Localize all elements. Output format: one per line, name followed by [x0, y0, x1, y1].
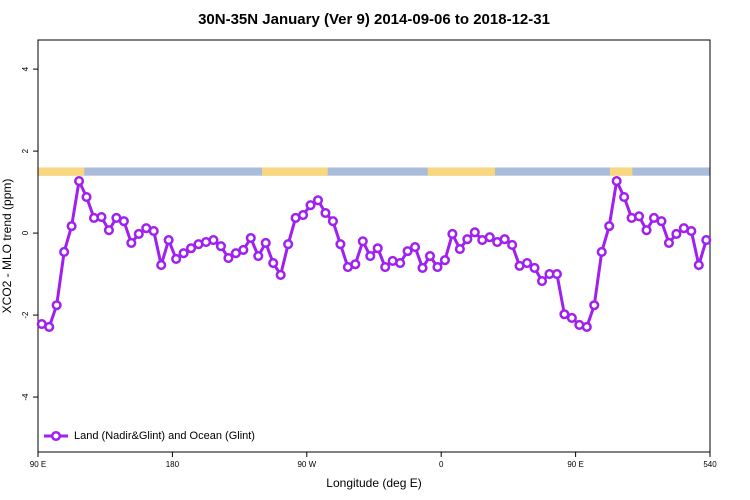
- data-point: [663, 237, 674, 248]
- y-tick-label: 4: [21, 66, 30, 71]
- data-point: [447, 228, 458, 239]
- data-point: [686, 225, 697, 237]
- data-point: [81, 191, 92, 203]
- data-point: [44, 321, 55, 333]
- data-point: [432, 262, 443, 273]
- data-point: [424, 250, 436, 262]
- ocean-band: [38, 167, 710, 176]
- data-point: [148, 225, 159, 237]
- x-axis-label: Longitude (deg E): [326, 476, 421, 490]
- data-point: [402, 246, 413, 257]
- data-point: [529, 262, 540, 273]
- data-point: [671, 228, 682, 239]
- data-point: [499, 234, 510, 245]
- land-band: [609, 167, 633, 176]
- chart-title: 30N-35N January (Ver 9) 2014-09-06 to 20…: [198, 11, 550, 28]
- x-tick-label: 540: [703, 460, 717, 469]
- data-point: [395, 257, 406, 269]
- data-point: [51, 300, 62, 311]
- data-point: [484, 232, 495, 243]
- legend-label: Land (Nadir&Glint) and Ocean (Glint): [74, 430, 255, 442]
- data-point: [298, 209, 309, 221]
- data-point: [268, 257, 279, 269]
- data-point: [223, 253, 234, 264]
- x-tick-label: 90 W: [297, 460, 316, 469]
- data-point: [171, 253, 182, 264]
- data-point: [253, 250, 264, 262]
- data-point: [59, 246, 70, 257]
- data-point: [238, 244, 249, 255]
- x-tick-label: 0: [439, 460, 444, 469]
- data-point: [208, 235, 219, 246]
- data-point: [596, 246, 607, 257]
- data-point: [74, 175, 85, 187]
- data-point: [103, 225, 114, 236]
- data-point: [410, 241, 421, 253]
- land-band: [38, 167, 85, 176]
- data-point: [163, 235, 174, 246]
- y-tick-label: 0: [21, 230, 30, 235]
- data-point: [215, 241, 226, 252]
- data-point: [320, 207, 331, 219]
- data-point: [693, 260, 704, 271]
- data-point: [350, 259, 361, 270]
- data-point: [462, 234, 473, 245]
- data-point: [522, 257, 533, 269]
- data-point: [357, 236, 368, 247]
- data-point: [305, 200, 316, 211]
- data-point: [641, 225, 652, 236]
- data-point: [589, 300, 600, 311]
- data-point: [536, 276, 548, 287]
- data-point: [335, 239, 346, 250]
- data-point: [245, 232, 256, 244]
- data-point: [469, 227, 480, 238]
- data-point: [186, 243, 197, 254]
- x-tick-label: 90 E: [567, 460, 583, 469]
- data-point: [551, 269, 562, 280]
- data-point: [559, 309, 570, 320]
- x-tick-label: 90 E: [30, 460, 46, 469]
- y-tick-label: 2: [21, 148, 30, 153]
- legend-marker: [50, 430, 62, 442]
- data-point: [327, 216, 338, 227]
- data-point: [701, 235, 712, 246]
- data-point: [96, 212, 107, 223]
- data-point: [118, 216, 129, 227]
- data-point: [417, 262, 428, 273]
- y-tick-label: -2: [21, 311, 30, 319]
- data-point: [604, 221, 615, 232]
- land-band: [427, 167, 495, 176]
- plot-frame: [37, 39, 711, 453]
- data-point: [611, 175, 622, 187]
- x-tick-label: 180: [166, 460, 180, 469]
- data-point: [454, 244, 465, 255]
- data-point: [126, 237, 137, 248]
- y-axis-label: XCO2 - MLO trend (ppm): [0, 179, 14, 314]
- data-point: [365, 250, 376, 262]
- data-point: [507, 239, 518, 251]
- land-band: [262, 167, 328, 176]
- data-point: [275, 269, 286, 280]
- data-point: [581, 321, 592, 333]
- data-point: [566, 312, 577, 323]
- data-point: [372, 243, 383, 254]
- data-point: [260, 237, 271, 248]
- data-point: [634, 211, 645, 222]
- data-point: [439, 255, 450, 266]
- data-point: [178, 248, 189, 259]
- data-point: [656, 216, 667, 227]
- data-point: [380, 262, 391, 273]
- y-tick-label: -4: [21, 393, 30, 401]
- data-point: [312, 195, 324, 206]
- data-point: [133, 228, 144, 239]
- data-point: [156, 260, 167, 271]
- data-point: [283, 239, 294, 250]
- data-point: [619, 191, 630, 203]
- data-point: [66, 221, 77, 232]
